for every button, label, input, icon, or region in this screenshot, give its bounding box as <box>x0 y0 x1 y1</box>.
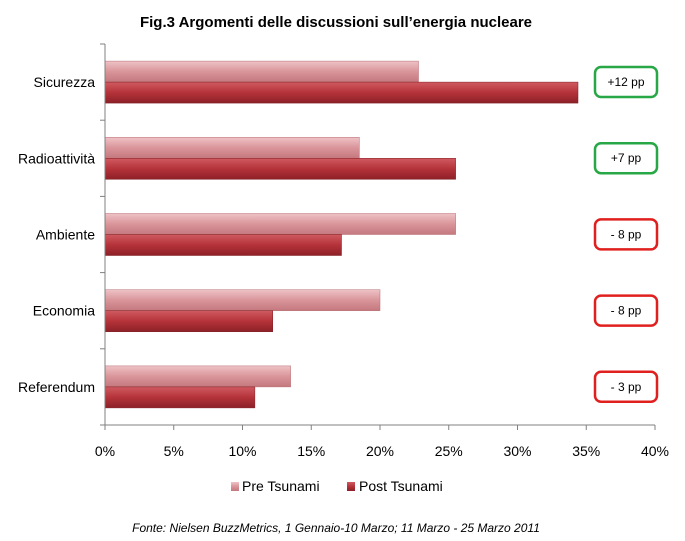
category-label-economia: Economia <box>33 303 95 319</box>
category-label-sicurezza: Sicurezza <box>34 74 96 90</box>
legend-label-post-tsunami: Post Tsunami <box>359 478 443 494</box>
change-badge-label: +12 pp <box>607 75 644 89</box>
legend-label-pre-tsunami: Pre Tsunami <box>242 478 320 494</box>
bar-pre-tsunami-referendum <box>104 365 291 388</box>
bar-post-tsunami-sicurezza <box>104 81 579 104</box>
x-tick-label: 0% <box>95 443 115 459</box>
x-tick-label: 40% <box>641 443 669 459</box>
bar-pre-tsunami-radioattivita <box>104 137 360 159</box>
plot-area: 0% 5% 10% 15% 20% 25% 30% 35% 40% Sicurezza Radio… <box>18 43 669 459</box>
change-badge-ambiente: - 8 pp <box>593 218 659 251</box>
category-label-referendum: Referendum <box>18 379 95 395</box>
source-note: Fonte: Nielsen BuzzMetrics, 1 Gennaio-10… <box>132 521 540 535</box>
change-badge-frame <box>593 141 659 175</box>
change-badge-label: - 8 pp <box>611 227 642 241</box>
legend: Pre Tsunami Post Tsunami <box>231 478 443 494</box>
x-tick-label: 5% <box>164 443 184 459</box>
change-badge-frame <box>593 218 659 251</box>
category-label-radioattivita: Radioattività <box>18 150 95 166</box>
legend-item-post-tsunami: Post Tsunami <box>347 478 443 494</box>
x-tick-label: 10% <box>228 443 256 459</box>
category-label-ambiente: Ambiente <box>36 227 95 243</box>
x-tick-label: 20% <box>366 443 394 459</box>
x-tick-label: 35% <box>572 443 600 459</box>
bar-post-tsunami-radioattivita <box>104 158 456 180</box>
bar-pre-tsunami-economia <box>104 289 381 311</box>
change-badge-frame <box>593 294 659 327</box>
bar-post-tsunami-referendum <box>104 386 256 409</box>
change-badge-label: - 8 pp <box>611 304 642 318</box>
change-badge-referendum: - 3 pp <box>593 370 659 404</box>
chart-title: Fig.3 Argomenti delle discussioni sull’e… <box>140 14 532 31</box>
x-tick-label: 15% <box>297 443 325 459</box>
change-badge-frame <box>593 370 659 404</box>
bar-pre-tsunami-sicurezza <box>104 60 419 83</box>
x-tick-label: 30% <box>503 443 531 459</box>
change-badge-sicurezza: +12 pp <box>593 65 659 99</box>
legend-item-pre-tsunami: Pre Tsunami <box>231 478 320 494</box>
change-badge-frame <box>593 65 659 99</box>
change-badge-economia: - 8 pp <box>593 294 659 327</box>
bar-pre-tsunami-ambiente <box>104 213 456 235</box>
change-badge-label: +7 pp <box>611 151 642 165</box>
legend-swatch-post-tsunami <box>347 482 355 491</box>
bar-post-tsunami-economia <box>104 310 273 332</box>
bar-post-tsunami-ambiente <box>104 234 342 256</box>
x-tick-label: 25% <box>435 443 463 459</box>
change-badge-label: - 3 pp <box>611 380 642 394</box>
legend-swatch-pre-tsunami <box>231 482 239 491</box>
change-badge-radioattivita: +7 pp <box>593 141 659 175</box>
